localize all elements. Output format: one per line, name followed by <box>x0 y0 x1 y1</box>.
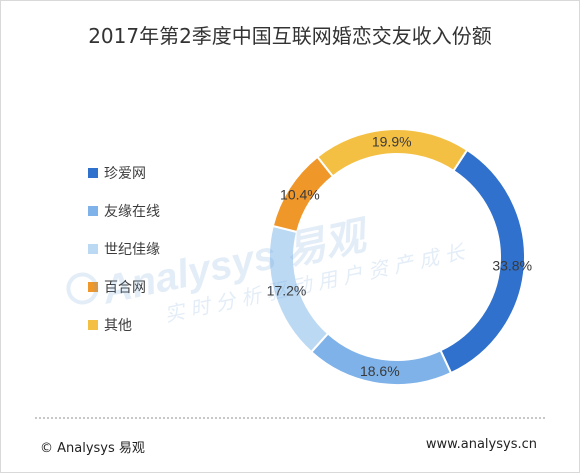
legend-label: 珍爱网 <box>104 166 146 182</box>
footer-divider <box>35 417 545 419</box>
legend-item-zhenai: 珍爱网 <box>88 165 160 182</box>
legend-label: 其他 <box>104 318 132 334</box>
legend-label: 百合网 <box>104 280 146 296</box>
legend-swatch <box>88 282 98 292</box>
legend-label: 友缘在线 <box>104 204 160 220</box>
legend-swatch <box>88 244 98 254</box>
legend-label: 世纪佳缘 <box>104 242 160 258</box>
slice-value-label: 17.2% <box>267 283 307 299</box>
legend-item-other: 其他 <box>88 317 160 334</box>
legend-item-jiayuan: 世纪佳缘 <box>88 241 160 258</box>
chart-title: 2017年第2季度中国互联网婚恋交友收入份额 <box>88 24 492 48</box>
footer-website[interactable]: www.analysys.cn <box>425 437 537 452</box>
donut-slice <box>315 128 469 178</box>
slice-value-label: 18.6% <box>360 363 400 379</box>
footer-copyright: © Analysys 易观 <box>40 441 145 456</box>
slice-value-label: 19.9% <box>372 134 412 150</box>
slice-value-label: 33.8% <box>492 257 532 273</box>
slice-value-label: 10.4% <box>280 186 320 202</box>
legend-item-baihe: 百合网 <box>88 279 160 296</box>
legend-swatch <box>88 320 98 330</box>
legend-item-youyuan: 友缘在线 <box>88 203 160 220</box>
legend-swatch <box>88 168 98 178</box>
legend: 珍爱网 友缘在线 世纪佳缘 百合网 其他 <box>88 165 160 355</box>
legend-swatch <box>88 206 98 216</box>
